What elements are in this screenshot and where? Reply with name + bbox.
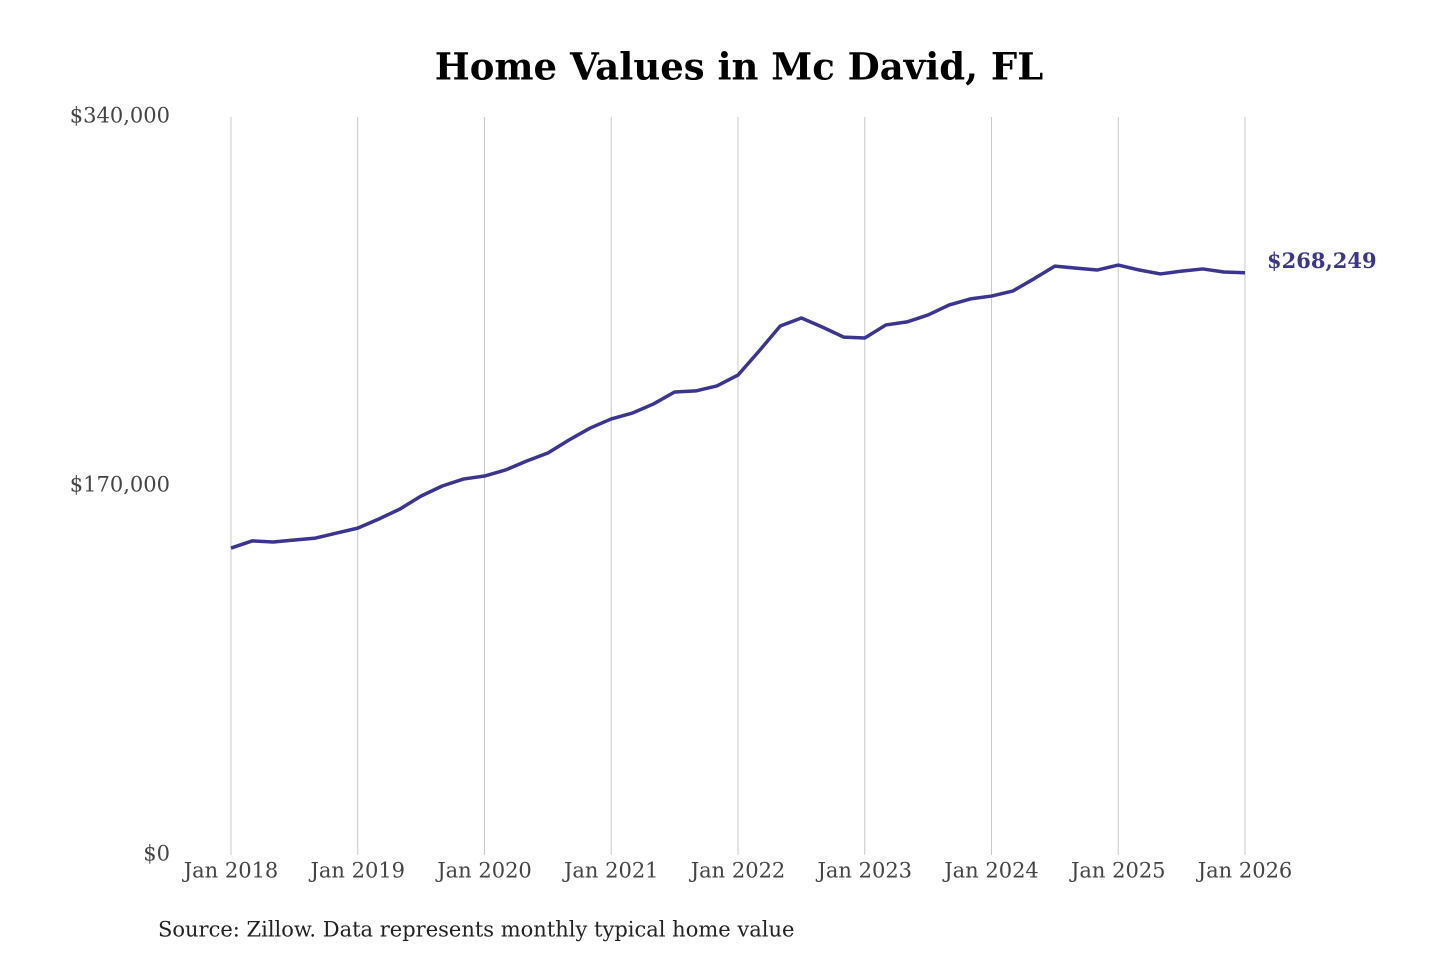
y-tick-label: $0 [143,842,170,866]
series-line [230,263,1246,550]
x-tick-label: Jan 2021 [562,859,659,883]
x-tick-label: Jan 2026 [1196,859,1293,883]
y-tick-label: $170,000 [70,473,170,497]
x-tick-label: Jan 2020 [435,859,532,883]
x-tick-label: Jan 2024 [942,859,1039,883]
x-tick-label: Jan 2022 [689,859,786,883]
source-note: Source: Zillow. Data represents monthly … [158,918,794,942]
x-tick-label: Jan 2018 [182,859,279,883]
y-tick-label: $340,000 [70,104,170,128]
x-tick-label: Jan 2019 [308,859,405,883]
x-tick-label: Jan 2023 [815,859,912,883]
chart-title: Home Values in Mc David, FL [435,45,1043,89]
value-label: $268,249 [1267,248,1377,273]
x-tick-label: Jan 2025 [1069,859,1166,883]
